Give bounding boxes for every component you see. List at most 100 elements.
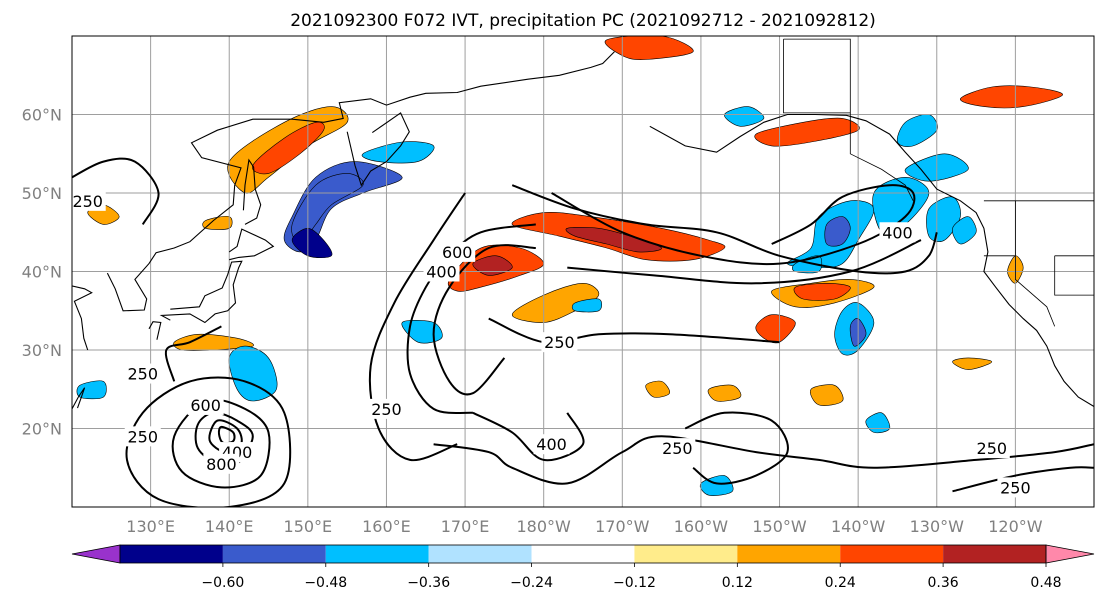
colorbar-segment-8: [943, 545, 1046, 563]
coastline-1: [72, 285, 93, 351]
precip-region-14: [810, 384, 844, 406]
precip-region-26: [824, 216, 851, 247]
y-tick-label-4: 60°N: [22, 106, 62, 125]
precip-region-3: [472, 255, 513, 276]
ivt-contours: [72, 157, 1094, 507]
ivt-contour-250-8: [368, 192, 466, 462]
colorbar-segment-6: [737, 545, 841, 563]
precipitation-pc-layer: [76, 36, 1063, 496]
contour-label-0: 250: [72, 192, 103, 211]
contour-label-2: 600: [190, 396, 221, 415]
x-tick-label-2: 150°E: [284, 517, 333, 536]
contour-label-10: 400: [536, 435, 567, 454]
ivt-contour-400-15: [472, 411, 585, 462]
ivt-contour-250-6: [164, 325, 222, 382]
contour-label-bg-3: [124, 426, 161, 447]
ivt-contour-250-13: [488, 317, 780, 344]
contour-label-bg-11: [659, 438, 696, 459]
contour-label-bg-13: [973, 438, 1010, 459]
gridlines: [72, 36, 1094, 507]
x-tick-label-11: 120°W: [988, 517, 1043, 536]
colorbar-extend-low: [71, 544, 121, 564]
colorbar-segment-7: [840, 545, 944, 563]
precip-region-33: [401, 320, 443, 344]
coastline-7: [242, 158, 262, 225]
colorbar-tick-label-0: −0.60: [201, 575, 244, 591]
contour-label-11: 250: [662, 439, 693, 458]
ivt-contour-600-12: [432, 244, 536, 396]
precip-region-41: [952, 216, 977, 245]
x-tick-label-7: 160°W: [674, 517, 729, 536]
contour-label-13: 250: [977, 439, 1008, 458]
border-1: [849, 112, 914, 201]
precip-region-16: [707, 384, 742, 402]
contour-label-bg-8: [541, 332, 578, 353]
border-3: [983, 255, 1056, 327]
ivt-contour-250-17: [952, 466, 1094, 493]
precip-region-24: [361, 141, 435, 164]
contour-label-bg-5: [203, 453, 240, 474]
colorbar: −0.60 −0.48 −0.36 −0.24 −0.12 0.12 0.24 0.36 0.4…: [71, 544, 1095, 591]
precip-region-37: [76, 380, 107, 400]
colorbar-segment-2: [325, 545, 429, 563]
precip-region-1: [565, 227, 662, 253]
precip-region-10: [960, 85, 1063, 109]
precip-region-11: [604, 36, 694, 60]
contour-label-7: 400: [426, 263, 457, 282]
precip-region-8: [252, 121, 325, 175]
contour-label-bg-0: [72, 190, 106, 211]
colorbar-tick-label-5: 0.12: [722, 575, 753, 591]
border-6: [1054, 255, 1094, 296]
contour-label-6: 600: [442, 243, 473, 262]
y-tick-label-2: 40°N: [22, 263, 62, 282]
colorbar-segment-1: [222, 545, 326, 563]
coastline-2: [106, 51, 615, 312]
precip-region-35: [724, 106, 765, 127]
x-tick-label-3: 160°E: [362, 517, 411, 536]
x-tick-label-9: 140°W: [831, 517, 886, 536]
x-tick-label-1: 140°E: [205, 517, 254, 536]
precip-region-13: [755, 314, 796, 344]
colorbar-segment-3: [428, 545, 532, 563]
y-axis-ticks: 20°N 30°N 40°N 50°N 60°N: [22, 106, 62, 439]
contour-label-bg-12: [879, 222, 916, 243]
chart-title: 2021092300 F072 IVT, precipitation PC (2…: [290, 11, 876, 31]
colorbar-tick-label-3: −0.24: [510, 575, 553, 591]
precip-region-6: [793, 282, 851, 301]
contour-label-12: 400: [882, 223, 913, 242]
colorbar-segment-0: [120, 545, 223, 563]
colorbar-frame: [119, 544, 1047, 564]
y-tick-label-1: 30°N: [22, 341, 62, 360]
contour-label-bg-7: [423, 261, 460, 282]
ivt-contour-600-11: [567, 239, 922, 285]
colorbar-segment-5: [634, 545, 738, 563]
ivt-contour-400-10: [406, 223, 536, 415]
coastlines: [72, 38, 1094, 410]
ivt-contour-250-5: [72, 157, 160, 225]
x-tick-label-0: 130°E: [126, 517, 175, 536]
map-frame: [71, 35, 1095, 508]
x-axis-ticks: 130°E 140°E 150°E 160°E 170°E 180°W 170°W 160°W…: [126, 517, 1042, 536]
colorbar-tick-label-6: 0.24: [825, 575, 856, 591]
contour-label-9: 250: [371, 400, 402, 419]
contour-label-3: 250: [127, 427, 158, 446]
contour-label-bg-10: [533, 434, 570, 455]
coastline-3: [346, 112, 410, 187]
y-tick-label-0: 20°N: [22, 420, 62, 439]
contour-label-bg-9: [368, 398, 405, 419]
colorbar-segment-4: [531, 545, 635, 563]
ivt-contour-250-7: [511, 184, 938, 275]
x-tick-label-8: 150°W: [752, 517, 807, 536]
x-tick-label-10: 130°W: [910, 517, 965, 536]
precip-region-15: [952, 357, 993, 370]
ivt-contour-400-16: [684, 411, 789, 485]
contour-label-14: 250: [1000, 478, 1031, 497]
colorbar-extend-high: [1045, 544, 1095, 564]
y-tick-label-3: 50°N: [22, 184, 62, 203]
x-tick-label-4: 170°E: [441, 517, 490, 536]
precip-region-18: [645, 380, 670, 398]
precip-region-40: [571, 298, 602, 313]
colorbar-tick-label-1: −0.48: [304, 575, 347, 591]
colorbar-tick-label-4: −0.12: [613, 575, 656, 591]
